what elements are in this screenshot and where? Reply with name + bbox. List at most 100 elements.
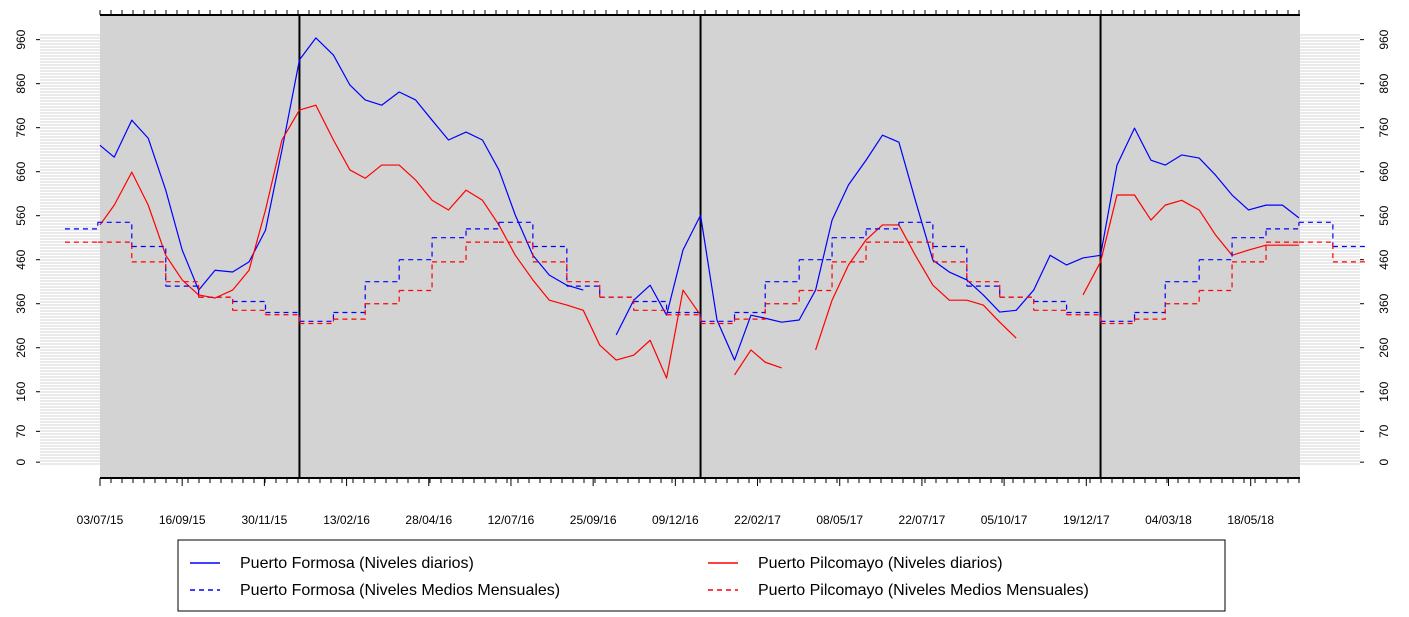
monthly-step <box>97 241 133 262</box>
monthly-step <box>599 296 635 311</box>
y-tick-label: 0 <box>14 458 28 465</box>
monthly-step <box>399 237 433 261</box>
monthly-step <box>198 296 234 311</box>
monthly-step <box>932 245 968 287</box>
monthly-step <box>866 222 900 230</box>
x-tick-label: 05/10/17 <box>981 513 1028 527</box>
monthly-step <box>1134 303 1166 320</box>
monthly-step <box>1165 290 1200 305</box>
x-tick-label: 04/03/18 <box>1145 513 1192 527</box>
x-tick-label: 08/05/17 <box>816 513 863 527</box>
monthly-step <box>1232 242 1267 263</box>
x-tick-label: 28/04/16 <box>405 513 452 527</box>
monthly-step <box>1033 300 1068 313</box>
y-tick-label: 660 <box>1377 161 1391 181</box>
y-tick-label: 70 <box>14 424 28 438</box>
monthly-step <box>399 261 433 292</box>
monthly-step <box>97 221 133 247</box>
monthly-step <box>799 261 833 292</box>
monthly-step <box>1232 228 1267 239</box>
y-tick-label: 860 <box>1377 73 1391 93</box>
monthly-step <box>1266 222 1300 230</box>
x-tick-label: 30/11/15 <box>241 513 287 527</box>
monthly-step <box>765 259 800 283</box>
daily-line <box>99 37 1300 361</box>
monthly-step <box>1066 314 1102 324</box>
monthly-step <box>165 285 200 298</box>
y-tick-label: 260 <box>14 337 28 357</box>
monthly-step <box>265 314 301 324</box>
monthly-step <box>333 303 366 320</box>
legend-label: Puerto Formosa (Niveles Medios Mensuales… <box>240 582 560 599</box>
y-tick-label: 760 <box>14 117 28 137</box>
monthly-step <box>1100 312 1136 322</box>
monthly-step <box>734 303 766 320</box>
y-tick-label: 960 <box>1377 29 1391 49</box>
y-tick-label: 960 <box>14 29 28 49</box>
daily-line <box>99 104 1299 379</box>
monthly-step <box>932 261 968 282</box>
monthly-step <box>700 319 736 325</box>
x-tick-label: 16/09/15 <box>159 513 206 527</box>
y-tick-label: 160 <box>14 381 28 401</box>
monthly-step <box>898 241 934 262</box>
monthly-step <box>131 245 167 287</box>
y-tick-label: 760 <box>1377 117 1391 137</box>
y-tick-label: 360 <box>14 293 28 313</box>
monthly-step <box>498 221 534 247</box>
monthly-step <box>1298 241 1334 262</box>
y-tick-label: 560 <box>14 205 28 225</box>
x-tick-label: 25/09/16 <box>570 513 617 527</box>
monthly-step <box>633 309 668 315</box>
y-tick-label: 360 <box>1377 293 1391 313</box>
monthly-step <box>532 261 568 282</box>
monthly-step <box>432 228 467 239</box>
legend-label: Puerto Pilcomayo (Niveles diarios) <box>758 555 1003 572</box>
monthly-step <box>1100 319 1136 325</box>
monthly-step <box>432 242 467 263</box>
monthly-step <box>666 314 702 324</box>
monthly-step <box>1199 237 1233 261</box>
monthly-step <box>1033 309 1068 315</box>
monthly-step <box>832 242 867 263</box>
x-tick-label: 22/07/17 <box>899 513 946 527</box>
monthly-step <box>1165 259 1200 283</box>
x-tick-label: 22/02/17 <box>734 513 781 527</box>
monthly-step <box>365 259 400 283</box>
legend-label: Puerto Pilcomayo (Niveles Medios Mensual… <box>758 582 1089 599</box>
monthly-step <box>232 300 267 313</box>
monthly-step <box>566 281 601 298</box>
monthly-step <box>299 319 335 325</box>
y-tick-label: 860 <box>14 73 28 93</box>
y-tick-label: 660 <box>14 161 28 181</box>
legend-label: Puerto Formosa (Niveles diarios) <box>240 555 474 572</box>
monthly-step <box>765 290 800 305</box>
monthly-step <box>1199 261 1233 292</box>
monthly-step <box>700 312 736 322</box>
monthly-step <box>532 245 568 287</box>
monthly-step <box>466 222 500 230</box>
legend-box <box>177 539 1226 612</box>
monthly-step <box>1298 221 1334 247</box>
x-tick-label: 13/02/16 <box>323 513 370 527</box>
x-tick-label: 18/05/18 <box>1227 513 1274 527</box>
monthly-step <box>365 290 400 305</box>
monthly-step <box>165 281 200 298</box>
monthly-step <box>999 296 1035 311</box>
x-tick-label: 19/12/17 <box>1063 513 1110 527</box>
monthly-step <box>966 281 1001 298</box>
monthly-step <box>799 237 833 261</box>
decoration <box>40 10 1360 483</box>
monthly-step <box>131 261 167 282</box>
y-tick-label: 560 <box>1377 205 1391 225</box>
monthly-step <box>832 228 867 239</box>
monthly-step <box>566 285 601 298</box>
monthly-step <box>633 300 668 313</box>
y-tick-label: 460 <box>1377 249 1391 269</box>
monthly-step <box>898 221 934 247</box>
monthly-step <box>299 312 335 322</box>
x-tick-label: 12/07/16 <box>488 513 535 527</box>
y-tick-label: 260 <box>1377 337 1391 357</box>
monthly-step <box>498 241 534 262</box>
